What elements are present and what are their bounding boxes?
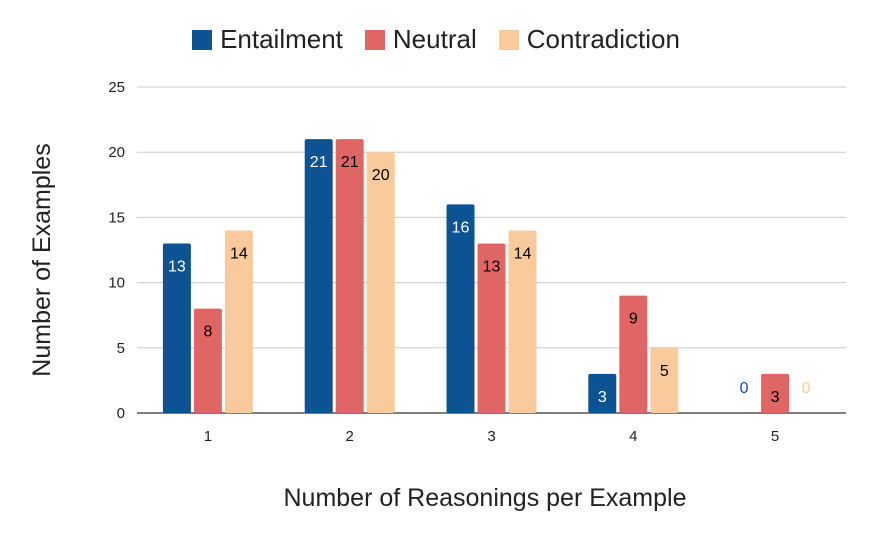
data-label-contradiction-4: 5 [660,363,669,380]
y-tick-label: 15 [108,209,125,226]
y-tick-label: 25 [108,79,125,96]
y-tick-label: 0 [117,405,125,422]
legend-label-neutral: Neutral [392,24,477,54]
data-label-entailment-1: 13 [168,258,186,275]
bars [162,139,790,413]
bar-neutral-1[interactable] [193,308,222,413]
legend-swatch-neutral [364,29,385,50]
legend-label-contradiction: Contradiction [526,24,680,54]
y-axis-title: Number of Examples [28,143,56,376]
data-label-contradiction-2: 20 [372,167,390,184]
bar-entailment-1[interactable] [162,243,191,413]
data-label-contradiction-5: 0 [802,380,811,397]
x-tick-label: 2 [346,428,354,445]
data-label-neutral-1: 8 [203,324,212,341]
bar-entailment-4[interactable] [588,373,617,413]
data-label-neutral-4: 9 [629,311,638,328]
legend-swatch-entailment [192,29,213,50]
legend-item-contradiction[interactable]: Contradiction [498,24,680,55]
bar-entailment-2[interactable] [304,139,333,413]
x-axis-ticks: 1 2 3 4 5 [204,428,780,445]
bar-contradiction-1[interactable] [224,230,253,413]
legend: Entailment Neutral Contradiction [0,24,872,55]
y-tick-label: 20 [108,144,125,161]
bar-neutral-3[interactable] [477,243,506,413]
data-label-entailment-3: 16 [452,219,470,236]
data-label-entailment-2: 21 [310,154,328,171]
y-tick-label: 5 [117,340,125,357]
bar-contradiction-4[interactable] [650,347,679,413]
x-tick-label: 1 [204,428,212,445]
bar-entailment-3[interactable] [446,204,475,413]
y-axis-ticks: 0 5 10 15 20 25 [108,79,125,422]
data-label-entailment-5: 0 [740,380,749,397]
x-tick-label: 5 [771,428,779,445]
legend-swatch-contradiction [498,29,519,50]
x-tick-label: 4 [629,428,637,445]
data-label-entailment-4: 3 [598,389,607,406]
bar-neutral-2[interactable] [335,139,364,413]
x-tick-label: 3 [487,428,495,445]
bar-neutral-5[interactable] [761,373,790,413]
legend-item-neutral[interactable]: Neutral [364,24,477,55]
data-labels: 13 8 14 21 21 20 16 13 14 3 9 5 0 3 0 [168,154,811,406]
bar-neutral-4[interactable] [619,295,648,413]
data-label-neutral-5: 3 [771,389,780,406]
data-label-contradiction-1: 14 [230,245,248,262]
data-label-contradiction-3: 14 [514,245,532,262]
x-axis-title: Number of Reasonings per Example [284,484,687,512]
bar-contradiction-3[interactable] [508,230,537,413]
legend-label-entailment: Entailment [220,24,343,54]
data-label-neutral-3: 13 [483,258,501,275]
legend-item-entailment[interactable]: Entailment [192,24,343,55]
data-label-neutral-2: 21 [341,154,359,171]
y-tick-label: 10 [108,275,125,292]
bar-contradiction-2[interactable] [366,152,395,413]
